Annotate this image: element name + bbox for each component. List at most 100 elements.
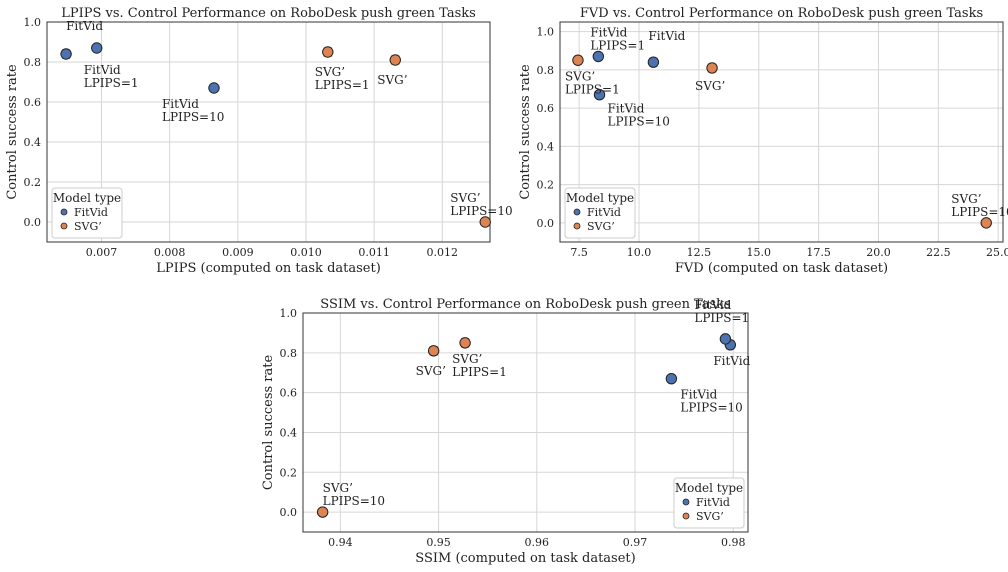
legend-entry-label: SVG’ [587,220,615,233]
data-point-fitvid [665,373,678,385]
legend-box [51,187,123,239]
x-tick-label: 0.97 [623,536,648,549]
x-tick-label: 0.009 [222,246,254,259]
data-point-svg [706,62,718,74]
x-tick-label: 0.007 [86,246,118,259]
x-tick-label: 0.011 [358,246,390,259]
chart-title: FVD vs. Control Performance on RoboDesk … [580,6,983,21]
y-tick-label: 0.0 [537,217,555,230]
y-tick-label: 1.0 [537,26,555,39]
chart-title: SSIM vs. Control Performance on RoboDesk… [320,297,730,312]
data-point-fitvid [719,333,732,345]
point-annotation: FitVid LPIPS=1 [84,63,139,90]
x-tick-label: 7.5 [570,246,588,259]
legend-title: Model type [675,481,743,495]
x-tick-label: 10.0 [627,246,652,259]
legend-marker-svg [60,222,68,230]
data-point-fitvid [593,88,606,101]
x-tick-label: 20.0 [866,246,891,259]
data-point-svg [427,345,440,357]
data-point-fitvid [91,42,103,54]
x-tick-label: 12.5 [687,246,712,259]
point-annotation: FitVid [66,19,103,33]
y-axis-label: Control success rate [261,355,276,491]
point-annotation: SVG’ LPIPS=1 [565,69,620,96]
x-tick-label: 17.5 [806,246,831,259]
point-annotation: FitVid LPIPS=10 [608,102,670,129]
y-tick-label: 1.0 [24,16,42,29]
point-annotation: SVG’ [377,73,407,87]
point-annotation: FitVid LPIPS=1 [694,298,749,325]
data-point-fitvid [60,48,72,60]
y-tick-label: 0.4 [24,136,42,149]
point-annotation: SVG’ LPIPS=10 [951,192,1008,219]
y-tick-label: 0.0 [280,506,298,519]
data-point-svg [572,54,584,66]
y-axis-label: Control success rate [5,64,20,200]
chart-3: 0.94 0.95 0.96 0.97 0.98 0.0 0.2 0.4 0.6 0.8 1.0 SS… [261,297,751,566]
plot-frame [302,312,749,533]
x-axis-label: FVD (computed on task dataset) [675,261,888,276]
y-tick-label: 0.8 [537,64,555,77]
x-tick-label: 0.95 [426,536,451,549]
legend-entry-label: FitVid [587,206,621,219]
y-tick-label: 0.0 [24,216,42,229]
chart-1: 0.007 0.008 0.009 0.010 0.011 0.012 0.0 0.2 0.4 0… [5,6,513,276]
y-tick-label: 0.2 [24,176,42,189]
point-annotation: SVG’ LPIPS=1 [315,65,370,92]
data-point-fitvid [647,56,660,68]
legend-entry-label: FitVid [74,206,108,219]
data-point-svg [459,337,471,349]
x-tick-label: 0.008 [154,246,186,259]
x-axis-label: LPIPS (computed on task dataset) [156,261,381,276]
plot-frame [46,21,491,243]
data-point-svg [980,217,992,229]
y-tick-label: 0.4 [537,140,555,153]
point-annotation: FitVid LPIPS=1 [590,25,645,52]
y-axis-label: Control success rate [518,64,533,200]
legend-box [673,477,745,529]
y-tick-label: 0.8 [280,347,298,360]
legend-entry-label: SVG’ [74,220,102,233]
point-annotation: SVG’ LPIPS=10 [323,481,385,508]
y-tick-label: 0.6 [537,102,555,115]
x-tick-label: 0.96 [525,536,550,549]
data-point-svg [389,54,401,66]
x-tick-label: 22.5 [926,246,951,259]
data-point-fitvid [208,82,220,94]
y-tick-label: 0.2 [280,466,298,479]
data-point-svg [479,216,491,228]
legend-marker-svg [573,222,581,230]
legend-entry-label: FitVid [696,496,730,509]
chart-title: LPIPS vs. Control Performance on RoboDes… [61,6,476,21]
y-tick-label: 0.6 [24,96,42,109]
point-annotation: SVG’ [695,79,725,93]
data-point-fitvid [592,50,605,63]
x-tick-label: 0.98 [721,536,746,549]
y-tick-label: 1.0 [280,307,298,320]
chart-2: 7.5 10.0 12.5 15.0 17.5 20.0 22.5 25.0 0.0 0.2 0.4… [518,6,1008,276]
x-tick-label: 15.0 [747,246,772,259]
point-annotation: SVG’ LPIPS=10 [450,191,512,218]
legend-marker-fitvid [573,208,581,216]
x-tick-label: 0.010 [290,246,322,259]
y-tick-label: 0.6 [280,387,298,400]
legend-title: Model type [566,191,634,205]
x-axis-label: SSIM (computed on task dataset) [415,551,635,566]
data-point-svg [322,46,334,58]
point-annotation: FitVid [648,29,685,43]
legend-marker-svg [682,512,690,520]
y-tick-label: 0.8 [24,56,42,69]
point-annotation: FitVid [713,354,750,368]
plot-frame [559,21,1004,243]
legend-box [564,187,636,239]
point-annotation: SVG’ [416,364,446,378]
data-point-svg [316,506,329,518]
x-tick-label: 25.0 [986,246,1008,259]
legend-title: Model type [53,191,121,205]
legend-marker-fitvid [60,208,68,216]
